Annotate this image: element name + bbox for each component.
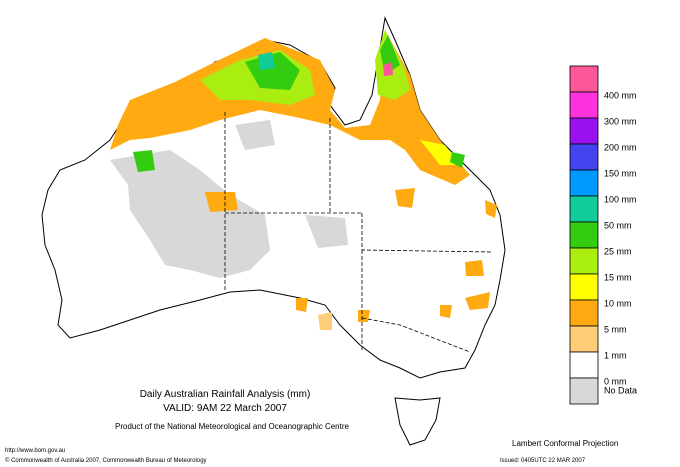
legend-swatch [569, 351, 599, 379]
rain-5mm [485, 200, 497, 218]
rain-5mm [440, 305, 452, 318]
rain-5mm [465, 292, 490, 310]
rain-5mm [296, 298, 308, 312]
rain-1mm [110, 30, 470, 185]
legend-label: 25 mm [604, 246, 632, 256]
legend-label: 15 mm [604, 272, 632, 282]
legend-swatch [569, 325, 599, 353]
url: http://www.bom.gov.au [5, 448, 65, 454]
legend: 400 mm 300 mm 200 mm 150 mm 100 mm 50 mm 25 mm… [569, 65, 637, 405]
legend-label: 5 mm [604, 324, 627, 334]
no-data-area [235, 120, 275, 150]
legend-label: 200 mm [604, 142, 637, 152]
legend-swatch [569, 169, 599, 197]
state-borders [224, 112, 493, 353]
legend-label: 150 mm [604, 168, 637, 178]
rain-1mm [318, 312, 332, 330]
legend-swatch [569, 377, 599, 405]
legend-swatch [569, 91, 599, 119]
legend-label: 1 mm [604, 350, 627, 360]
rain-10mm [420, 140, 460, 165]
rain-25mm [245, 52, 300, 90]
rain-25mm [133, 150, 155, 172]
legend-label: 100 mm [604, 194, 637, 204]
rain-5mm [358, 310, 370, 322]
legend-swatch [569, 143, 599, 171]
rain-50mm [383, 62, 393, 76]
rain-50mm [258, 52, 275, 70]
legend-swatch [569, 195, 599, 223]
issued: Issued: 0405UTC 22 MAR 2007 [500, 458, 586, 464]
no-data-area [305, 215, 348, 248]
legend-label: 50 mm [604, 220, 632, 230]
product-note: Product of the National Meteorological a… [115, 422, 349, 431]
rain-areas [110, 30, 497, 330]
valid-time: VALID: 9AM 22 March 2007 [163, 403, 287, 414]
legend-label: 10 mm [604, 298, 632, 308]
legend-swatch [569, 247, 599, 275]
rain-5mm [205, 192, 238, 212]
rain-5mm [465, 260, 484, 276]
legend-swatch [569, 221, 599, 249]
legend-swatch [569, 299, 599, 327]
tasmania [394, 397, 441, 446]
no-data-area [110, 150, 270, 278]
legend-swatch [569, 117, 599, 145]
copyright: © Commonwealth of Australia 2007, Common… [5, 457, 207, 464]
rain-25mm [450, 152, 465, 168]
legend-label: No Data [604, 385, 637, 395]
projection: Lambert Conformal Projection [512, 439, 618, 448]
legend-swatch [569, 273, 599, 301]
legend-label: 0 mm [604, 376, 627, 386]
map-title: Daily Australian Rainfall Analysis (mm) [140, 389, 311, 400]
legend-label: 300 mm [604, 116, 637, 126]
legend-label: 400 mm [604, 90, 637, 100]
rain-5mm [395, 188, 415, 208]
state-border [361, 317, 471, 353]
legend-swatch [569, 65, 599, 93]
